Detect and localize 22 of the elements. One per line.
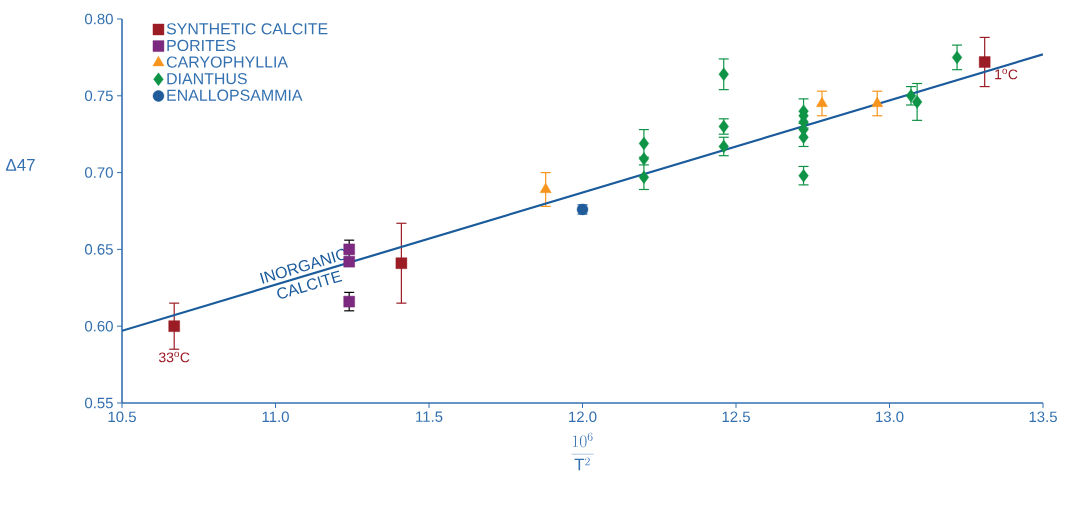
legend-label: ENALLOPSAMMIA [167, 89, 303, 101]
legend-label: SYNTHETIC CALCITE [166, 23, 328, 35]
x-tick-label: 11.0 [262, 411, 289, 423]
y-axis-title: Δ47 [5, 159, 35, 171]
y-tick-label: 0.65 [84, 244, 113, 255]
x-tick-label: 10.5 [108, 411, 136, 423]
y-tick-label: 0.60 [84, 320, 113, 332]
x-axis-title: $\frac{10^{6}}{\mathrm{T}^{2}}$ [571, 432, 594, 471]
x-tick-label: 13.0 [876, 411, 904, 423]
x-tick-label: 12.0 [569, 411, 597, 423]
y-tick-label: 0.70 [84, 167, 113, 178]
legend-label: DIANTHUS [167, 73, 247, 85]
legend-label: PORITES [167, 39, 236, 52]
y-tick-label: 0.55 [84, 397, 113, 409]
x-tick-label: 13.5 [1029, 411, 1057, 423]
annotation: 1$^{o}$C [995, 68, 1018, 80]
y-tick-label: 0.80 [84, 13, 113, 25]
legend-label: CARYOPHYLLIA [166, 56, 288, 68]
annotation: 33$^{o}$C [158, 351, 190, 363]
x-tick-label: 12.5 [722, 411, 750, 423]
x-tick-label: 11.5 [416, 411, 443, 422]
y-tick-label: 0.75 [84, 90, 113, 102]
